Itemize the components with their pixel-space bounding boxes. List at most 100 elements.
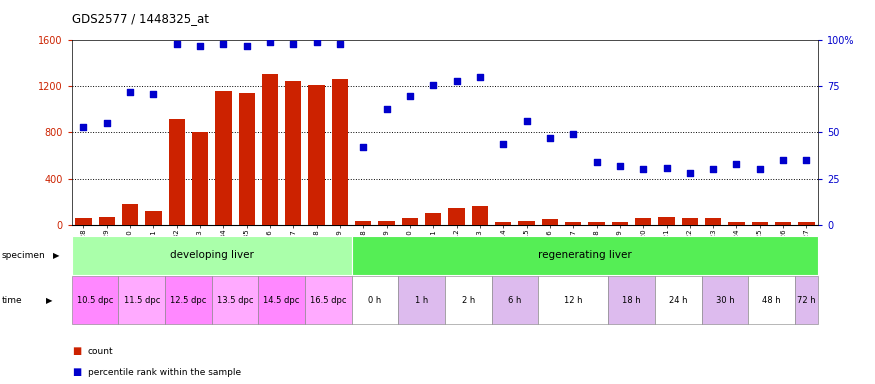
Bar xyxy=(538,276,608,324)
Bar xyxy=(258,276,305,324)
Text: 18 h: 18 h xyxy=(622,296,640,305)
Bar xyxy=(748,276,794,324)
Text: 0 h: 0 h xyxy=(368,296,382,305)
Bar xyxy=(75,218,92,225)
Text: ■: ■ xyxy=(72,346,81,356)
Bar xyxy=(352,236,818,275)
Point xyxy=(333,41,347,47)
Bar xyxy=(495,222,511,225)
Point xyxy=(590,159,604,165)
Point xyxy=(752,166,766,172)
Bar xyxy=(635,218,651,225)
Text: 1 h: 1 h xyxy=(415,296,428,305)
Bar xyxy=(215,91,232,225)
Bar xyxy=(658,217,675,225)
Point xyxy=(310,39,324,45)
Point xyxy=(520,118,534,124)
Bar xyxy=(425,213,442,225)
Bar xyxy=(309,85,325,225)
Bar xyxy=(518,221,535,225)
Text: 10.5 dpc: 10.5 dpc xyxy=(77,296,113,305)
Text: 2 h: 2 h xyxy=(462,296,475,305)
Text: 14.5 dpc: 14.5 dpc xyxy=(263,296,300,305)
Point xyxy=(496,141,510,147)
Text: developing liver: developing liver xyxy=(170,250,254,260)
Text: 24 h: 24 h xyxy=(668,296,688,305)
Text: 13.5 dpc: 13.5 dpc xyxy=(217,296,253,305)
Bar xyxy=(118,276,165,324)
Bar xyxy=(262,74,278,225)
Bar xyxy=(72,236,352,275)
Point xyxy=(100,120,114,126)
Point xyxy=(216,41,230,47)
Bar xyxy=(775,222,791,225)
Bar xyxy=(608,276,654,324)
Text: regenerating liver: regenerating liver xyxy=(538,250,632,260)
Bar xyxy=(798,222,815,225)
Bar xyxy=(654,276,702,324)
Point xyxy=(123,89,137,95)
Bar xyxy=(355,221,372,225)
Bar xyxy=(239,93,255,225)
Bar xyxy=(379,221,395,225)
Point xyxy=(660,164,674,170)
Point xyxy=(286,41,300,47)
Text: specimen: specimen xyxy=(2,251,45,260)
Text: 72 h: 72 h xyxy=(797,296,816,305)
Point xyxy=(706,166,720,172)
Text: 30 h: 30 h xyxy=(716,296,734,305)
Bar xyxy=(352,276,398,324)
Bar xyxy=(705,218,721,225)
Text: GDS2577 / 1448325_at: GDS2577 / 1448325_at xyxy=(72,12,209,25)
Bar xyxy=(728,222,745,225)
Bar xyxy=(99,217,115,225)
Point xyxy=(800,157,814,163)
Bar xyxy=(402,218,418,225)
Text: count: count xyxy=(88,347,113,356)
Bar xyxy=(752,222,768,225)
Text: time: time xyxy=(2,296,23,305)
Point xyxy=(263,39,277,45)
Point xyxy=(450,78,464,84)
Bar xyxy=(122,204,138,225)
Bar xyxy=(305,276,352,324)
Bar xyxy=(588,222,605,225)
Bar xyxy=(445,276,492,324)
Bar xyxy=(192,132,208,225)
Text: percentile rank within the sample: percentile rank within the sample xyxy=(88,368,241,377)
Bar xyxy=(169,119,185,225)
Bar xyxy=(702,276,748,324)
Point xyxy=(356,144,370,150)
Bar xyxy=(448,208,465,225)
Text: ▶: ▶ xyxy=(46,296,52,305)
Bar xyxy=(682,218,698,225)
Bar xyxy=(565,222,581,225)
Point xyxy=(193,43,207,49)
Bar xyxy=(145,211,162,225)
Point xyxy=(682,170,696,176)
Text: 12 h: 12 h xyxy=(564,296,583,305)
Text: ■: ■ xyxy=(72,367,81,377)
Point xyxy=(636,166,650,172)
Point xyxy=(380,106,394,112)
Point xyxy=(730,161,744,167)
Bar xyxy=(542,219,558,225)
Point xyxy=(612,162,626,169)
Text: 12.5 dpc: 12.5 dpc xyxy=(170,296,206,305)
Bar xyxy=(212,276,258,324)
Point xyxy=(170,41,184,47)
Text: 11.5 dpc: 11.5 dpc xyxy=(123,296,160,305)
Bar xyxy=(72,276,118,324)
Text: 16.5 dpc: 16.5 dpc xyxy=(310,296,347,305)
Bar xyxy=(398,276,445,324)
Point xyxy=(403,93,417,99)
Bar xyxy=(492,276,538,324)
Bar xyxy=(165,276,212,324)
Point xyxy=(146,91,160,97)
Point xyxy=(426,81,440,88)
Bar xyxy=(332,79,348,225)
Bar xyxy=(285,81,302,225)
Point xyxy=(76,124,90,130)
Point xyxy=(240,43,254,49)
Text: 48 h: 48 h xyxy=(762,296,780,305)
